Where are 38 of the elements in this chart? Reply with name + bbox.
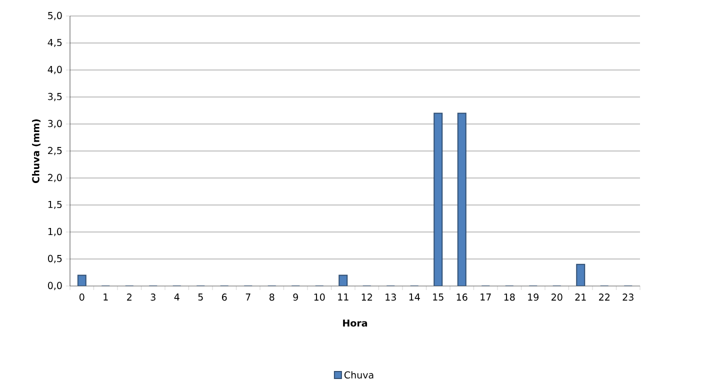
x-tick-label: 12: [362, 294, 372, 301]
legend-label: Chuva: [344, 371, 374, 379]
y-tick-label: 1,0: [48, 228, 62, 236]
x-tick-label: 0: [79, 294, 84, 301]
x-tick-label: 7: [246, 294, 250, 300]
x-tick-label: 1: [104, 294, 108, 300]
x-tick-label: 9: [293, 294, 298, 301]
x-tick-label: 15: [433, 294, 444, 301]
x-tick-label: 14: [409, 294, 420, 300]
x-tick-label: 8: [270, 294, 274, 301]
x-tick-label: 23: [622, 294, 634, 301]
y-tick-label: 4,0: [48, 66, 62, 74]
x-tick-label: 18: [504, 294, 515, 301]
x-tick-label: 13: [386, 294, 396, 301]
y-tick-label: 5,0: [48, 12, 62, 20]
y-tick-label: 0,5: [48, 254, 62, 264]
x-tick-label: 19: [528, 294, 539, 301]
y-tick-label: 3,5: [48, 92, 62, 102]
y-tick-label: 2,5: [48, 146, 62, 156]
y-tick-label: 2,0: [48, 174, 62, 182]
x-tick-label: 3: [150, 294, 156, 301]
x-tick-label: 6: [222, 294, 227, 301]
y-tick-label: 1,5: [48, 200, 62, 210]
y-tick-label: 3,0: [48, 120, 62, 128]
x-tick-label: 2: [127, 294, 132, 301]
x-tick-label: 11: [338, 294, 348, 300]
x-tick-label: 10: [314, 294, 325, 301]
y-axis-title: Chuva (mm): [32, 119, 40, 183]
x-tick-label: 4: [174, 294, 180, 300]
x-tick-label: 20: [552, 294, 562, 301]
x-tick-label: 5: [198, 294, 203, 301]
x-tick-label: 21: [575, 294, 586, 301]
y-tick-label: 4,5: [48, 38, 62, 48]
x-tick-label: 22: [599, 294, 610, 301]
x-axis-title: Hora: [343, 320, 368, 327]
x-tick-label: 17: [480, 294, 491, 300]
y-tick-label: 0,0: [48, 282, 62, 290]
x-tick-label: 16: [456, 294, 468, 301]
